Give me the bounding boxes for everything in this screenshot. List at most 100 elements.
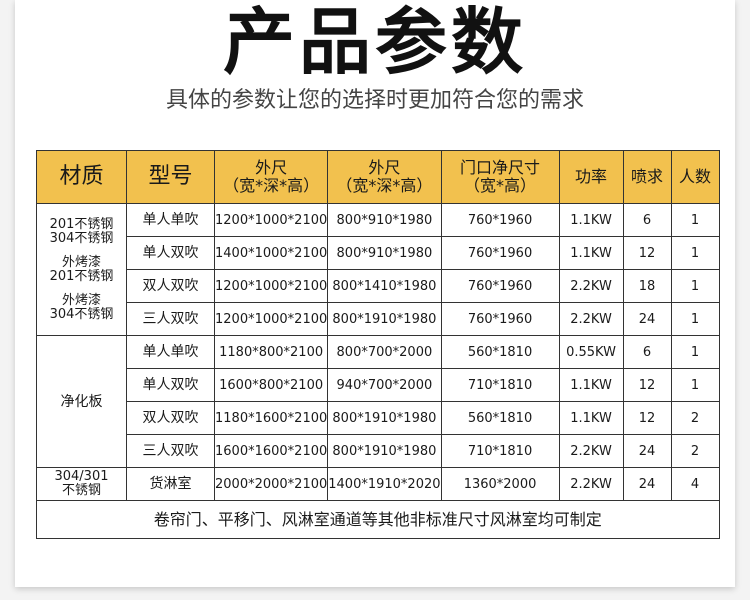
header-inner-size: 外尺 （宽*深*高） [327,150,442,204]
inner-size-cell: 940*700*2000 [327,368,442,402]
material-text: 304/301 [54,469,109,484]
power-cell: 2.2KW [558,434,624,468]
outer-size-cell: 1180*800*2100 [213,335,329,369]
material-text: 外烤漆 [61,292,101,308]
table-row: 单人双吹 1600*800*2100 940*700*2000 710*1810 1.1… [37,368,720,402]
power-cell: 1.1KW [558,401,624,435]
material-text: 外烤漆 [61,254,101,270]
material-text: 304不锈钢 [49,306,114,322]
model-cell: 三人双吹 [126,302,215,336]
table-row: 三人双吹 1200*1000*2100 800*1910*1980 760*1960 2… [37,302,720,336]
inner-size-cell: 800*1910*1980 [327,302,442,336]
product-params-table: 材质 型号 外尺 （宽*深*高） 外尺 （宽*深*高） 门口净尺寸 （宽*高） 功率 喷求 人数 2… [36,150,720,539]
model-cell: 双人双吹 [126,401,215,435]
door-size-cell: 560*1810 [440,335,560,369]
model-cell: 货淋室 [126,467,215,501]
material-text: 净化板 [60,393,103,410]
power-cell: 1.1KW [558,203,624,237]
header-text: 外尺 [368,158,401,177]
inner-size-cell: 800*910*1980 [327,203,442,237]
power-cell: 2.2KW [558,467,624,501]
door-size-cell: 710*1810 [440,434,560,468]
header-text: （宽*深*高） [223,176,320,195]
footer-note: 卷帘门、平移门、风淋室通道等其他非标准尺寸风淋室均可制定 [36,500,720,539]
header-outer-size: 外尺 （宽*深*高） [213,150,329,204]
model-cell: 三人双吹 [126,434,215,468]
inner-size-cell: 800*700*2000 [327,335,442,369]
material-text: 不锈钢 [61,483,101,498]
persons-cell: 2 [670,401,720,435]
spacer [37,284,126,294]
persons-cell: 2 [670,434,720,468]
door-size-cell: 710*1810 [440,368,560,402]
header-door-size: 门口净尺寸 （宽*高） [440,150,560,204]
nozzles-cell: 24 [622,302,672,336]
nozzles-cell: 12 [622,368,672,402]
model-cell: 单人单吹 [126,335,215,369]
header-text: 材质 [59,164,104,189]
header-material: 材质 [36,150,127,204]
inner-size-cell: 1400*1910*2020 [327,467,442,501]
table-row: 单人双吹 1400*1000*2100 800*910*1980 760*1960 1.… [37,236,720,270]
material-text: 201不锈钢 [49,268,114,284]
header-text: （宽*深*高） [336,176,433,195]
header-text: 外尺 [255,158,288,177]
header-text: （宽*高） [464,176,537,195]
power-cell: 0.55KW [558,335,624,369]
nozzles-cell: 12 [622,236,672,270]
model-cell: 双人双吹 [126,269,215,303]
nozzles-cell: 24 [622,434,672,468]
inner-size-cell: 800*910*1980 [327,236,442,270]
header-text: 人数 [679,167,712,186]
outer-size-cell: 1180*1600*2100 [213,401,329,435]
outer-size-cell: 1200*1000*2100 [213,269,329,303]
nozzles-cell: 24 [622,467,672,501]
header-text: 型号 [148,164,193,189]
nozzles-cell: 6 [622,203,672,237]
door-size-cell: 760*1960 [440,302,560,336]
header-persons: 人数 [670,150,720,204]
door-size-cell: 560*1810 [440,401,560,435]
outer-size-cell: 1200*1000*2100 [213,302,329,336]
header-power: 功率 [558,150,624,204]
persons-cell: 1 [670,302,720,336]
footer-row: 卷帘门、平移门、风淋室通道等其他非标准尺寸风淋室均可制定 [36,500,720,539]
model-cell: 单人单吹 [126,203,215,237]
material-cell: 净化板 [36,335,127,468]
outer-size-cell: 1200*1000*2100 [213,203,329,237]
nozzles-cell: 12 [622,401,672,435]
outer-size-cell: 1600*1600*2100 [213,434,329,468]
inner-size-cell: 800*1410*1980 [327,269,442,303]
table-body: 201不锈钢 304不锈钢 外烤漆 201不锈钢 外烤漆 304不锈钢 单人单吹 1200*1… [36,203,720,539]
door-size-cell: 760*1960 [440,236,560,270]
header-nozzles: 喷求 [622,150,672,204]
outer-size-cell: 2000*2000*2100 [213,467,329,501]
persons-cell: 1 [670,335,720,369]
door-size-cell: 760*1960 [440,203,560,237]
material-cell: 304/301 不锈钢 [36,467,127,501]
door-size-cell: 1360*2000 [440,467,560,501]
material-cell: 201不锈钢 304不锈钢 外烤漆 201不锈钢 外烤漆 304不锈钢 [36,203,127,336]
persons-cell: 1 [670,236,720,270]
power-cell: 1.1KW [558,368,624,402]
power-cell: 2.2KW [558,269,624,303]
header-model: 型号 [126,150,215,204]
table-row: 双人双吹 1200*1000*2100 800*1410*1980 760*1960 2… [37,269,720,303]
header-text: 功率 [575,167,608,186]
page-title: 产品参数 [222,0,527,84]
persons-cell: 1 [670,368,720,402]
nozzles-cell: 6 [622,335,672,369]
door-size-cell: 760*1960 [440,269,560,303]
outer-size-cell: 1600*800*2100 [213,368,329,402]
page-subtitle: 具体的参数让您的选择时更加符合您的需求 [165,88,584,113]
power-cell: 1.1KW [558,236,624,270]
table-row: 201不锈钢 304不锈钢 外烤漆 201不锈钢 外烤漆 304不锈钢 单人单吹 1200*1… [36,203,720,336]
header-text: 门口净尺寸 [460,158,541,177]
model-cell: 单人双吹 [126,368,215,402]
table-header-row: 材质 型号 外尺 （宽*深*高） 外尺 （宽*深*高） 门口净尺寸 （宽*高） 功率 喷求 人数 [36,150,720,204]
power-cell: 2.2KW [558,302,624,336]
header-text: 喷求 [631,167,664,186]
persons-cell: 4 [670,467,720,501]
table-row: 304/301 不锈钢 货淋室 2000*2000*2100 1400*1910*202… [36,467,720,501]
persons-cell: 1 [670,269,720,303]
